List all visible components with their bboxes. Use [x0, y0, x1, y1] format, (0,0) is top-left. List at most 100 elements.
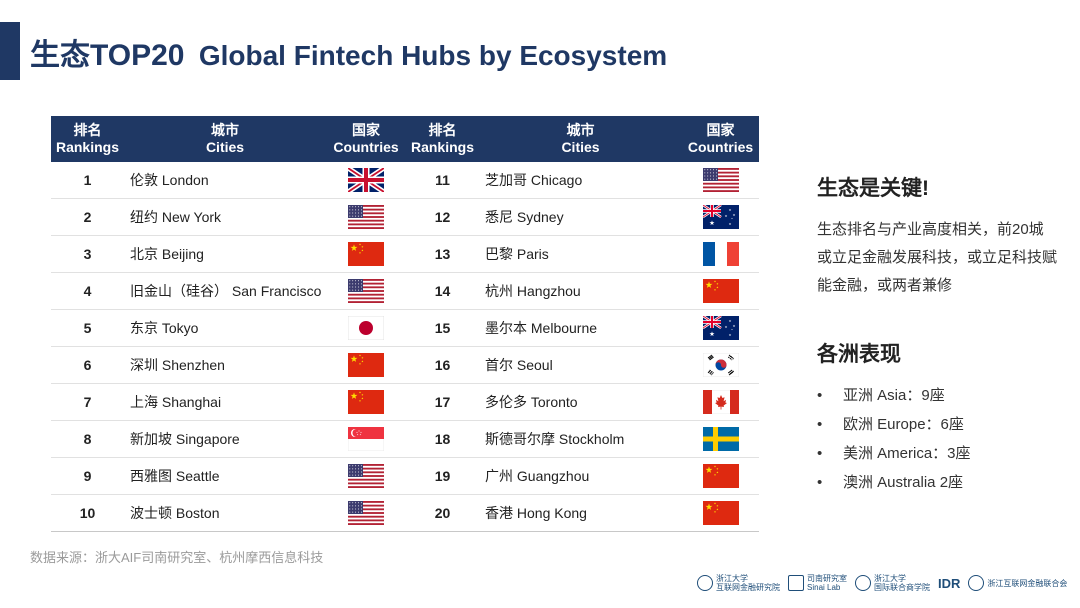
- city-cell: 墨尔本 Melbourne: [479, 309, 682, 347]
- kr-flag-icon: [702, 353, 739, 377]
- city-cell: 芝加哥 Chicago: [479, 162, 682, 199]
- footer-logos: 浙江大学 互联网金融研究院 司南研究室 Sinai Lab 浙江大学 国际联合商学院 …: [697, 572, 1067, 594]
- header-cities-right: 城市 Cities: [479, 116, 682, 162]
- us-flag-icon: [702, 168, 739, 192]
- table-row: 9 西雅图 Seattle 19 广州 Guangzhou: [51, 457, 759, 495]
- city-cell: 斯德哥尔摩 Stockholm: [479, 420, 682, 458]
- rank-cell: 12: [406, 198, 479, 236]
- country-cell: [326, 272, 406, 310]
- rank-cell: 14: [406, 272, 479, 310]
- country-cell: [326, 309, 406, 347]
- city-cell: 新加坡 Singapore: [124, 420, 326, 458]
- rank-cell: 7: [51, 383, 124, 421]
- table-row: 2 纽约 New York 12 悉尼 Sydney: [51, 198, 759, 236]
- us-flag-icon: [348, 501, 384, 525]
- continent-list: • 亚洲 Asia：9座 • 欧洲 Europe：6座 • 美洲 America：3座…: [817, 381, 971, 497]
- zju-aif-logo: 浙江大学 互联网金融研究院: [697, 574, 780, 592]
- ca-flag-icon: [702, 390, 739, 414]
- zju-ibs-logo: 浙江大学 国际联合商学院: [855, 574, 930, 592]
- city-cell: 杭州 Hangzhou: [479, 272, 682, 310]
- rank-cell: 13: [406, 235, 479, 273]
- country-cell: [326, 235, 406, 273]
- country-cell: [682, 309, 759, 347]
- page-title: 生态TOP20 Global Fintech Hubs by Ecosystem: [30, 30, 667, 74]
- rank-cell: 1: [51, 162, 124, 199]
- au-flag-icon: [702, 205, 739, 229]
- header-rankings-left: 排名 Rankings: [51, 116, 124, 162]
- country-cell: [326, 420, 406, 458]
- country-cell: [326, 457, 406, 495]
- country-cell: [326, 162, 406, 199]
- city-cell: 首尔 Seoul: [479, 346, 682, 384]
- rank-cell: 5: [51, 309, 124, 347]
- rank-cell: 19: [406, 457, 479, 495]
- sg-flag-icon: [348, 427, 384, 451]
- country-cell: [682, 235, 759, 273]
- cn-flag-icon: [702, 279, 739, 303]
- cn-flag-icon: [702, 464, 739, 488]
- rank-cell: 6: [51, 346, 124, 384]
- page-title-cn: 生态TOP20: [30, 39, 185, 72]
- page-title-en: Global Fintech Hubs by Ecosystem: [198, 40, 668, 71]
- header-countries-left: 国家 Countries: [326, 116, 406, 162]
- table-row: 1 伦敦 London 11 芝加哥 Chicago: [51, 162, 759, 199]
- uk-flag-icon: [348, 168, 384, 192]
- country-cell: [682, 383, 759, 421]
- us-flag-icon: [348, 205, 384, 229]
- data-source-note: 数据来源：浙大AIF司南研究室、杭州摩西信息科技: [30, 550, 324, 565]
- city-cell: 香港 Hong Kong: [479, 494, 682, 532]
- rank-cell: 9: [51, 457, 124, 495]
- list-item: • 亚洲 Asia：9座: [817, 387, 945, 404]
- city-cell: 广州 Guangzhou: [479, 457, 682, 495]
- rank-cell: 15: [406, 309, 479, 347]
- header-cities-left: 城市 Cities: [124, 116, 326, 162]
- jp-flag-icon: [348, 316, 384, 340]
- rank-cell: 17: [406, 383, 479, 421]
- title-accent-bar: [0, 22, 20, 80]
- zj-internet-finance-logo: 浙江互联网金融联合会: [968, 575, 1067, 591]
- country-cell: [682, 494, 759, 532]
- city-cell: 多伦多 Toronto: [479, 383, 682, 421]
- table-header-row: 排名 Rankings 城市 Cities 国家 Countries 排名 Rankin…: [51, 116, 759, 162]
- city-cell: 东京 Tokyo: [124, 309, 326, 347]
- rank-cell: 10: [51, 494, 124, 532]
- sinai-lab-logo: 司南研究室 Sinai Lab: [788, 574, 847, 592]
- sidebar-heading-continents: 各洲表现: [817, 343, 901, 366]
- us-flag-icon: [348, 464, 384, 488]
- sidebar-heading-ecosystem: 生态是关键!: [817, 177, 929, 200]
- country-cell: [326, 346, 406, 384]
- country-cell: [326, 383, 406, 421]
- city-cell: 纽约 New York: [124, 198, 326, 236]
- rank-cell: 2: [51, 198, 124, 236]
- zju-ibs-emblem-icon: [855, 575, 871, 591]
- country-cell: [682, 420, 759, 458]
- cn-flag-icon: [348, 390, 384, 414]
- rank-cell: 18: [406, 420, 479, 458]
- rank-cell: 8: [51, 420, 124, 458]
- table-row: 3 北京 Beijing 13 巴黎 Paris: [51, 235, 759, 273]
- city-cell: 上海 Shanghai: [124, 383, 326, 421]
- rank-cell: 3: [51, 235, 124, 273]
- table-row: 8 新加坡 Singapore 18 斯德哥尔摩 Stockholm: [51, 420, 759, 458]
- list-item: • 欧洲 Europe：6座: [817, 416, 964, 433]
- header-rankings-right: 排名 Rankings: [406, 116, 479, 162]
- rank-cell: 11: [406, 162, 479, 199]
- us-flag-icon: [348, 279, 384, 303]
- rank-cell: 16: [406, 346, 479, 384]
- au-flag-icon: [702, 316, 739, 340]
- country-cell: [326, 198, 406, 236]
- sidebar-paragraph: 生态排名与产业高度相关，前20城或立足金融发展科技，或立足科技赋能金融，或两者兼…: [817, 221, 1058, 294]
- sinai-emblem-icon: [788, 575, 804, 591]
- zjif-emblem-icon: [968, 575, 985, 591]
- city-cell: 伦敦 London: [124, 162, 326, 199]
- country-cell: [682, 457, 759, 495]
- se-flag-icon: [702, 427, 739, 451]
- ranking-table: 排名 Rankings 城市 Cities 国家 Countries 排名 Rankin…: [51, 116, 759, 532]
- city-cell: 旧金山（硅谷） San Francisco: [124, 272, 326, 310]
- header-countries-right: 国家 Countries: [682, 116, 759, 162]
- fr-flag-icon: [702, 242, 739, 266]
- city-cell: 北京 Beijing: [124, 235, 326, 273]
- table-row: 6 深圳 Shenzhen 16 首尔 Seoul: [51, 346, 759, 384]
- country-cell: [326, 494, 406, 532]
- cn-flag-icon: [702, 501, 739, 525]
